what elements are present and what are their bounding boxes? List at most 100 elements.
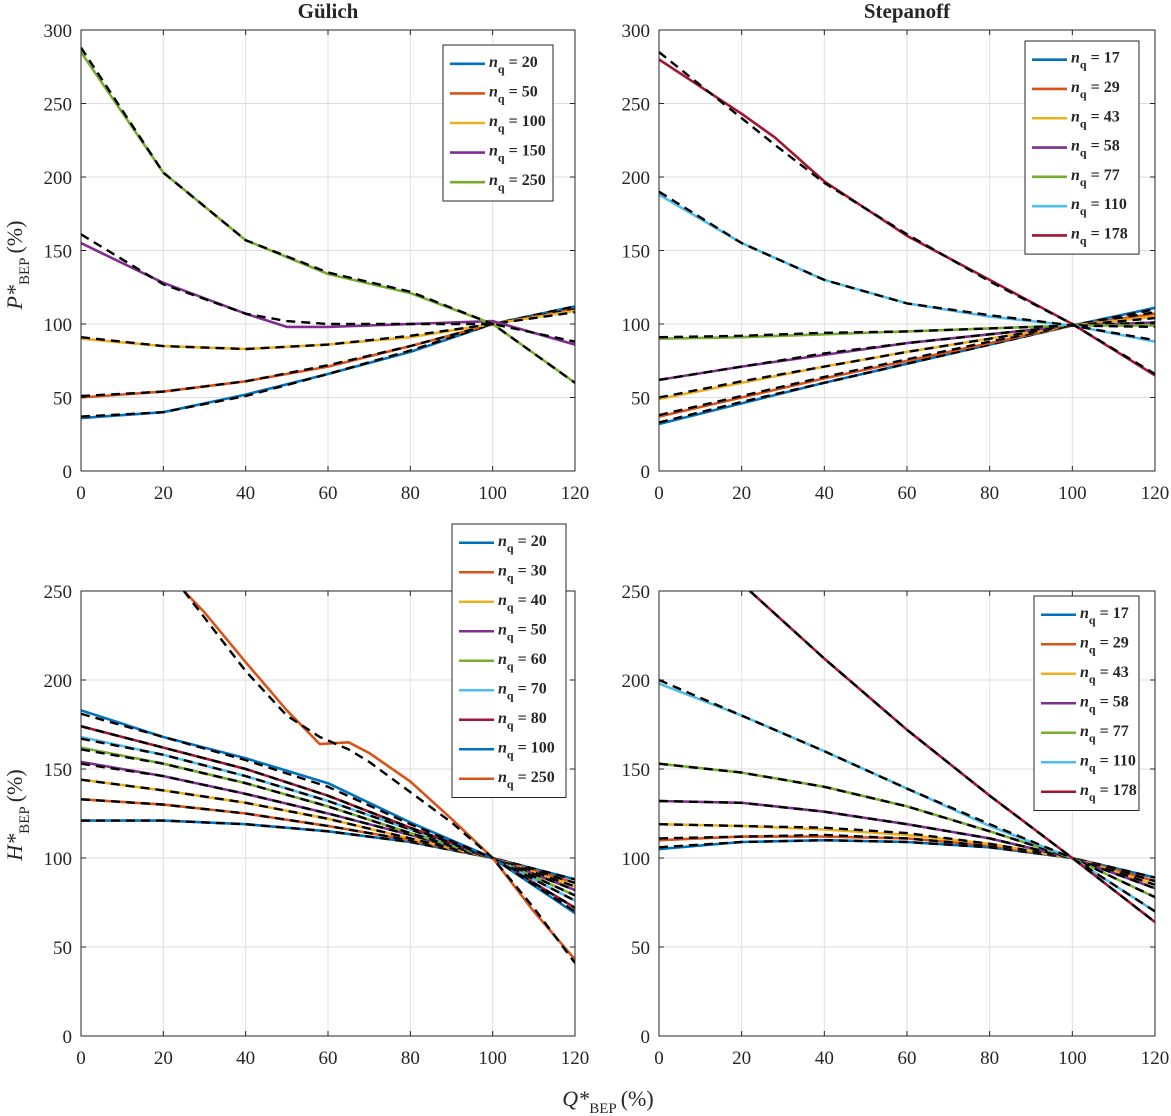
- fit-line-nq-50: [81, 308, 575, 398]
- y-tick-label: 0: [641, 1027, 651, 1048]
- y-tick-label: 0: [63, 1027, 73, 1048]
- legend-subscript: q: [507, 629, 514, 643]
- legend-symbol: n: [489, 113, 498, 130]
- legend-subscript: q: [507, 777, 514, 791]
- y-tick-label: 300: [44, 21, 73, 42]
- legend-value: = 50: [505, 83, 538, 100]
- legend-symbol: n: [498, 562, 507, 579]
- legend-label-nq-58: nq = 58: [1080, 693, 1129, 715]
- legend-value: = 20: [514, 533, 547, 550]
- legend-subscript: q: [507, 541, 514, 555]
- y-tick-label: 50: [53, 389, 72, 410]
- panel-gulich-power: 0 20 40 60 80 100 120 0 50 100 150 200 250 300 Gülich P…: [2, 0, 589, 504]
- x-tick-label: 120: [561, 1048, 590, 1069]
- legend-value: = 77: [1087, 167, 1120, 184]
- legend-symbol: n: [1080, 782, 1089, 799]
- legend-subscript: q: [498, 62, 505, 76]
- legend-value: = 43: [1087, 108, 1120, 125]
- legend-subscript: q: [1089, 672, 1096, 686]
- y-tick-label: 50: [53, 938, 72, 959]
- x-tick-label: 60: [898, 483, 917, 504]
- y-tick-label: 0: [63, 462, 73, 483]
- y-tick-label: 150: [622, 242, 651, 263]
- legend-label-nq-250: nq = 250: [498, 769, 555, 791]
- legend-subscript: q: [1089, 642, 1096, 656]
- legend-label-nq-110: nq = 110: [1080, 752, 1136, 774]
- legend-subscript: q: [498, 180, 505, 194]
- legend-subscript: q: [498, 121, 505, 135]
- y-tick-label: 250: [44, 95, 73, 116]
- legend-subscript: q: [1089, 731, 1096, 745]
- fit-line-nq-58: [659, 321, 1155, 382]
- x-tick-label: 100: [478, 483, 507, 504]
- legend-value: = 50: [514, 621, 547, 638]
- legend-label-nq-150: nq = 150: [489, 143, 546, 165]
- legend-label-nq-70: nq = 70: [498, 680, 547, 702]
- legend-value: = 80: [514, 710, 547, 727]
- y-axis-label-main: P*: [2, 285, 27, 310]
- figure-xlabel-unit: (%): [621, 1086, 654, 1111]
- legend-value: = 178: [1087, 225, 1128, 242]
- legend-value: = 100: [514, 739, 555, 756]
- legend-value: = 100: [505, 113, 546, 130]
- y-axis-label-unit: (%): [2, 769, 27, 802]
- legend-symbol: n: [1080, 605, 1089, 622]
- legend-symbol: n: [1071, 50, 1080, 67]
- fit-line-nq-150: [81, 233, 575, 343]
- legend-label-nq-43: nq = 43: [1071, 108, 1120, 130]
- legend-label-nq-29: nq = 29: [1080, 634, 1129, 656]
- legend-symbol: n: [1080, 664, 1089, 681]
- legend-symbol: n: [498, 769, 507, 786]
- y-tick-label: 50: [631, 938, 650, 959]
- fit-line-nq-17: [659, 839, 1155, 879]
- legend-label-nq-20: nq = 20: [489, 54, 538, 76]
- fit-line-nq-70: [81, 737, 575, 902]
- legend-subscript: q: [498, 151, 505, 165]
- y-tick-label: 300: [622, 21, 651, 42]
- legend-value: = 29: [1096, 634, 1129, 651]
- legend-subscript: q: [507, 747, 514, 761]
- figure-xlabel-main: Q*: [562, 1086, 589, 1111]
- legend-value: = 60: [514, 651, 547, 668]
- legend-label-nq-100: nq = 100: [489, 113, 546, 135]
- x-tick-label: 60: [319, 1048, 338, 1069]
- legend-label-nq-17: nq = 17: [1080, 605, 1129, 627]
- legend-symbol: n: [1080, 693, 1089, 710]
- x-tick-label: 60: [898, 1048, 917, 1069]
- legend-label-nq-178: nq = 178: [1080, 782, 1137, 804]
- legend-subscript: q: [498, 91, 505, 105]
- panel-title: Gülich: [298, 0, 359, 23]
- legend-subscript: q: [1080, 233, 1087, 247]
- legend-label-nq-20: nq = 20: [498, 533, 547, 555]
- legend-subscript: q: [1080, 175, 1087, 189]
- legend-subscript: q: [1080, 58, 1087, 72]
- legend-label-nq-40: nq = 40: [498, 592, 547, 614]
- legend-value: = 58: [1096, 693, 1129, 710]
- y-tick-label: 200: [622, 671, 651, 692]
- legend-value: = 178: [1096, 782, 1137, 799]
- legend-value: = 43: [1096, 664, 1129, 681]
- legend-subscript: q: [1080, 204, 1087, 218]
- figure-xlabel: Q*BEP (%): [562, 1086, 653, 1116]
- fit-line-nq-250: [182, 591, 575, 964]
- legend-value: = 70: [514, 680, 547, 697]
- x-tick-label: 120: [1141, 1048, 1170, 1069]
- legend-value: = 150: [505, 143, 546, 160]
- x-tick-label: 20: [154, 1048, 173, 1069]
- fit-line-nq-178: [659, 51, 1155, 376]
- x-tick-label: 100: [478, 1048, 507, 1069]
- x-tick-label: 80: [401, 483, 420, 504]
- legend-subscript: q: [507, 600, 514, 614]
- panel-title: Stepanoff: [864, 0, 951, 23]
- x-tick-label: 100: [1058, 483, 1087, 504]
- legend-subscript: q: [1080, 116, 1087, 130]
- legend-subscript: q: [507, 688, 514, 702]
- y-tick-label: 250: [622, 582, 651, 603]
- legend-label-nq-58: nq = 58: [1071, 138, 1120, 160]
- legend-label-nq-43: nq = 43: [1080, 664, 1129, 686]
- legend-label-nq-80: nq = 80: [498, 710, 547, 732]
